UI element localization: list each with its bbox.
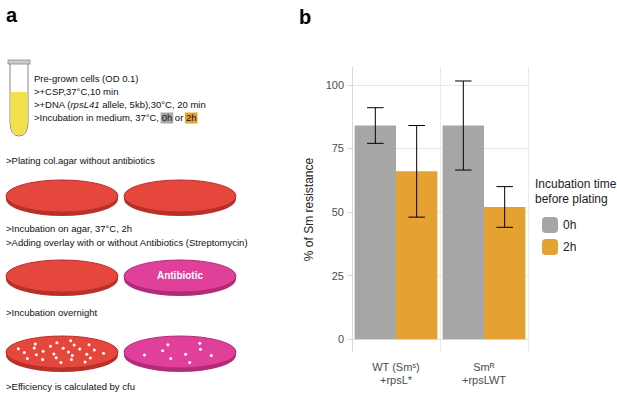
svg-text:0: 0 [338, 333, 344, 345]
svg-text:>Adding overlay with or withou: >Adding overlay with or without Antibiot… [6, 237, 248, 248]
svg-text:25: 25 [332, 270, 344, 282]
svg-text:>Incubation overnight: >Incubation overnight [6, 307, 97, 318]
svg-text:>Incubation on agar, 37°C, 2h: >Incubation on agar, 37°C, 2h [6, 223, 132, 234]
svg-text:Pre-grown cells (OD 0.1): Pre-grown cells (OD 0.1) [34, 73, 139, 84]
svg-text:before plating: before plating [535, 192, 608, 206]
svg-text:>Efficiency is calculated by c: >Efficiency is calculated by cfu [6, 381, 135, 392]
svg-text:>+CSP,37°C,10 min: >+CSP,37°C,10 min [34, 86, 118, 97]
svg-text:100: 100 [326, 79, 344, 91]
svg-text:% of Sm resistance: % of Sm resistance [302, 157, 316, 261]
svg-text:Incubation time: Incubation time [535, 177, 617, 191]
svg-text:a: a [6, 4, 18, 26]
svg-text:+rpsL*: +rpsL* [380, 374, 413, 386]
svg-text:50: 50 [332, 206, 344, 218]
svg-text:0h: 0h [563, 218, 576, 232]
svg-text:>+DNA (rpsL41 allele, 5kb),30°: >+DNA (rpsL41 allele, 5kb),30°C, 20 min [34, 99, 206, 110]
svg-text:+rpsLWT: +rpsLWT [462, 374, 506, 386]
svg-text:b: b [299, 6, 311, 28]
svg-text:>Plating col.agar without anti: >Plating col.agar without antibiotics [6, 155, 155, 166]
svg-text:WT (Smˢ): WT (Smˢ) [372, 361, 420, 373]
svg-text:2h: 2h [563, 240, 576, 254]
svg-text:75: 75 [332, 142, 344, 154]
svg-text:Smᴿ: Smᴿ [473, 361, 495, 373]
svg-text:Antibiotic: Antibiotic [157, 270, 204, 281]
svg-text:>Incubation in medium, 37°C, 0: >Incubation in medium, 37°C, 0h or 2h [34, 112, 197, 123]
